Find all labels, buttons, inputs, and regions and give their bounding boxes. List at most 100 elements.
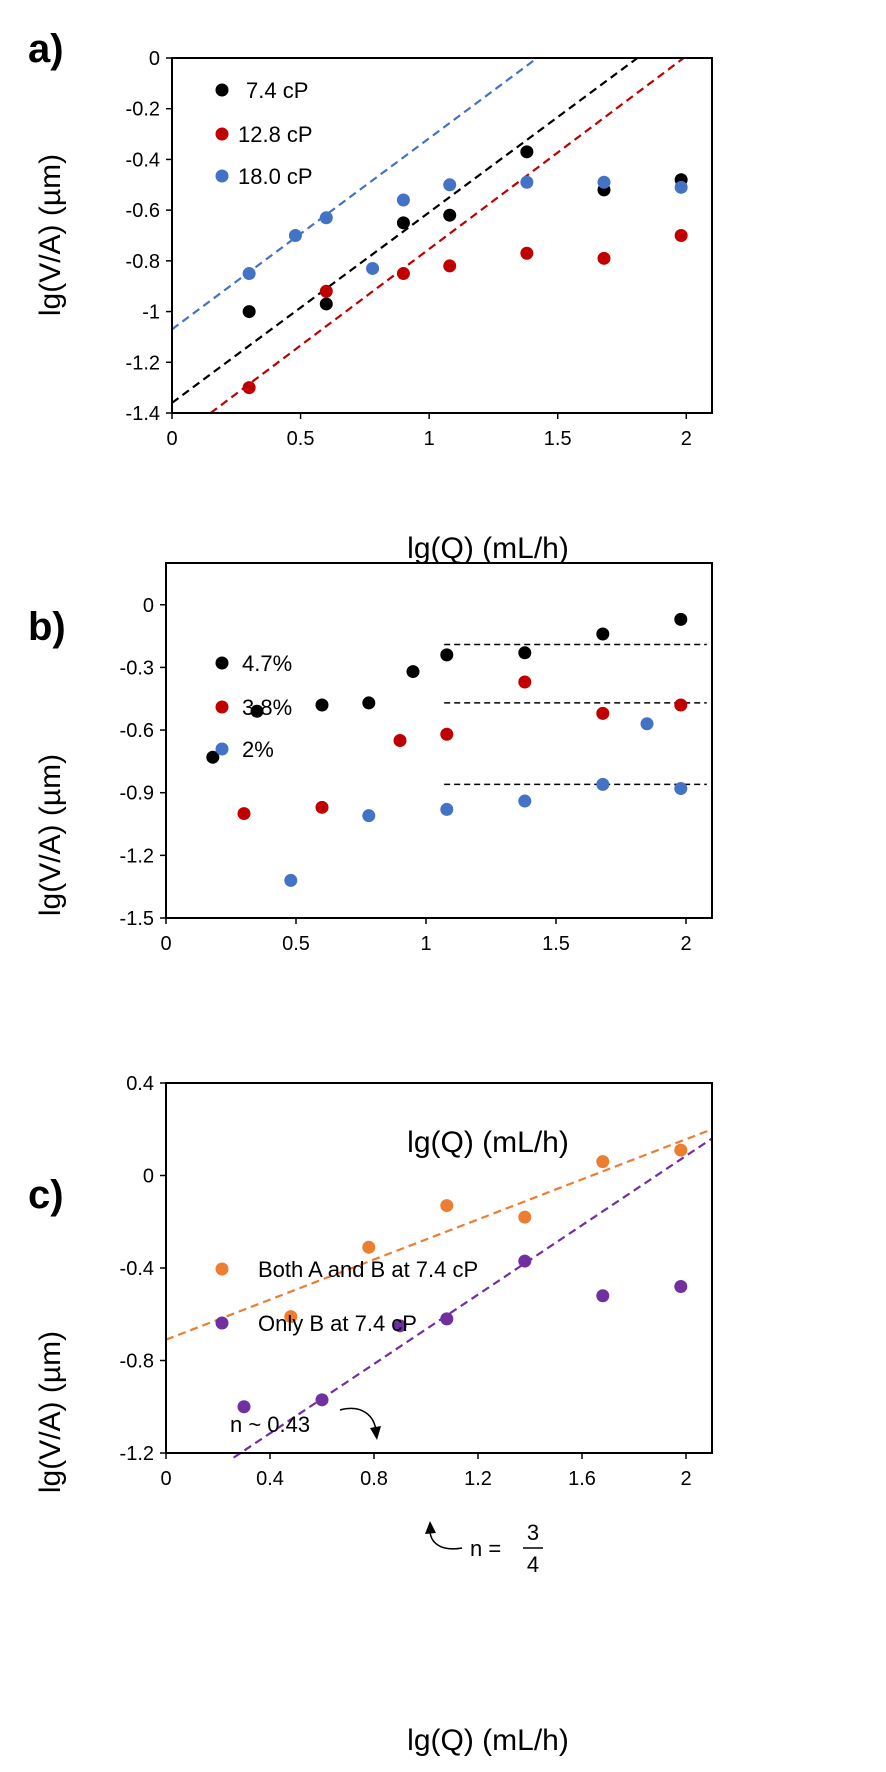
- y-tick-label: -0.6: [120, 720, 154, 742]
- x-tick-label: 1: [424, 428, 435, 450]
- panel-b-xlabel: lg(Q) (mL/h): [407, 1126, 569, 1159]
- data-point-4.7: [362, 696, 376, 710]
- panel-a: a) lg(V/A) (µm) lg(Q) (mL/h) 0 -0.2 -0.4 -0…: [28, 27, 713, 565]
- fit-line-12.8-cp-fit: [209, 57, 685, 414]
- data-point-18.0-cp: [319, 211, 333, 225]
- y-tick-label: 0: [149, 48, 160, 70]
- panel-a-x-ticks: 0 0.5 1 1.5 2: [166, 413, 692, 450]
- data-point-7.4-cp: [396, 216, 410, 230]
- panel-a-label: a): [28, 27, 64, 71]
- data-point-4.7: [518, 646, 532, 660]
- panel-b-plot-frame: [165, 562, 713, 919]
- y-tick-label: -1.5: [120, 908, 154, 930]
- panel-a-points: [242, 145, 688, 395]
- y-tick-label: -0.4: [120, 1258, 154, 1280]
- panel-a-plot-frame: [171, 57, 713, 414]
- data-point-18.0-cp: [242, 267, 256, 281]
- data-point-12.8-cp: [520, 246, 534, 260]
- x-tick-label: 0: [160, 933, 171, 955]
- data-point-18.0-cp: [366, 261, 380, 275]
- fit-line-18.0-cp-fit: [171, 57, 538, 331]
- legend-marker-2pct: [215, 742, 229, 756]
- data-point-12.8-cp: [242, 381, 256, 395]
- panel-c-x-ticks: 0 0.4 0.8 1.2 1.6 2: [160, 1453, 692, 1490]
- data-point-both-a-and-b-at-7.4-cp: [284, 1310, 298, 1324]
- data-point-only-b-at-7.4-cp: [393, 1319, 407, 1333]
- data-point-4.7: [440, 648, 454, 662]
- data-point-12.8-cp: [396, 267, 410, 281]
- legend-label-only-b: Only B at 7.4 cP: [258, 1311, 417, 1336]
- data-point-3.8: [315, 800, 329, 814]
- data-point-both-a-and-b-at-7.4-cp: [674, 1143, 688, 1157]
- data-point-18.0-cp: [597, 175, 611, 189]
- data-point-7.4-cp: [520, 145, 534, 159]
- annotation-slope-0.43-text: n ~ 0.43: [230, 1412, 310, 1437]
- panel-a-ylabel: lg(V/A) (µm): [34, 154, 67, 316]
- data-point-18.0-cp: [288, 229, 302, 242]
- data-point-2: [440, 802, 454, 816]
- y-tick-label: -0.8: [126, 251, 160, 273]
- y-tick-label: -0.9: [120, 783, 154, 805]
- y-tick-label: 0.4: [126, 1073, 154, 1095]
- panel-b-label: b): [28, 605, 66, 649]
- data-point-3.8: [393, 734, 407, 747]
- x-tick-label: 1.6: [568, 1468, 596, 1490]
- annotation-slope-3-4-prefix: n =: [470, 1536, 501, 1561]
- panel-b: b) lg(V/A) (µm) lg(Q) (mL/h) 0 -0.3 -0.6 -0…: [28, 562, 713, 1159]
- y-tick-label: 0: [143, 1166, 154, 1188]
- data-point-12.8-cp: [674, 229, 688, 242]
- annotation-slope-3-4: n = 3 4: [425, 1520, 543, 1577]
- data-point-3.8: [237, 807, 251, 821]
- data-point-only-b-at-7.4-cp: [315, 1393, 329, 1407]
- legend-marker-only-b: [215, 1316, 229, 1330]
- data-point-only-b-at-7.4-cp: [518, 1254, 532, 1268]
- data-point-7.4-cp: [242, 305, 256, 319]
- legend-label-18.0cP: 18.0 cP: [238, 164, 313, 189]
- data-point-both-a-and-b-at-7.4-cp: [596, 1155, 610, 1169]
- data-point-both-a-and-b-at-7.4-cp: [518, 1210, 532, 1224]
- panel-c-points: [237, 1143, 688, 1414]
- panel-c-plot-frame: [165, 1082, 713, 1454]
- data-point-4.7: [406, 665, 420, 679]
- y-tick-label: -0.4: [126, 149, 160, 171]
- legend-marker-7.4cP: [215, 83, 229, 97]
- panel-b-x-ticks: 0 0.5 1 1.5 2: [160, 918, 692, 955]
- data-point-2: [596, 777, 610, 791]
- data-point-only-b-at-7.4-cp: [674, 1280, 688, 1293]
- data-point-3.8: [674, 698, 688, 712]
- data-point-2: [284, 873, 298, 887]
- y-tick-label: 0: [143, 595, 154, 617]
- legend-label-2pct: 2%: [242, 737, 274, 762]
- data-point-7.4-cp: [443, 208, 457, 222]
- x-tick-label: 1: [420, 933, 431, 955]
- panel-c-legend: Both A and B at 7.4 cP Only B at 7.4 cP: [215, 1257, 478, 1336]
- panel-b-legend: 4.7% 3.8% 2%: [215, 651, 292, 762]
- x-tick-label: 0.5: [287, 428, 315, 450]
- panel-b-ylabel: lg(V/A) (µm): [34, 754, 67, 916]
- data-point-7.4-cp: [319, 297, 333, 311]
- data-point-both-a-and-b-at-7.4-cp: [440, 1199, 454, 1213]
- x-tick-label: 1.5: [542, 933, 570, 955]
- x-tick-label: 2: [680, 1468, 691, 1490]
- x-tick-label: 0.8: [360, 1468, 388, 1490]
- data-point-2: [640, 717, 654, 731]
- legend-marker-both-a-b: [215, 1262, 229, 1276]
- x-tick-label: 0.5: [282, 933, 310, 955]
- panel-b-plateau-lines: [444, 643, 707, 786]
- legend-marker-4.7pct: [215, 656, 229, 670]
- fit-line-7.4-cp-fit: [171, 57, 639, 404]
- data-point-18.0-cp: [396, 193, 410, 207]
- annotation-arrowhead-0.43: [370, 1426, 381, 1440]
- legend-marker-3.8pct: [215, 700, 229, 714]
- fit-line-only-b-fit: [232, 1137, 713, 1459]
- panel-a-xlabel: lg(Q) (mL/h): [407, 532, 569, 565]
- data-point-3.8: [518, 675, 532, 689]
- y-tick-label: -0.3: [120, 657, 154, 679]
- data-point-3.8: [596, 706, 610, 720]
- legend-label-both-a-b: Both A and B at 7.4 cP: [258, 1257, 478, 1282]
- annotation-slope-3-4-denominator: 4: [527, 1552, 539, 1577]
- data-point-only-b-at-7.4-cp: [596, 1289, 610, 1303]
- data-point-2: [362, 809, 376, 823]
- data-point-12.8-cp: [597, 251, 611, 265]
